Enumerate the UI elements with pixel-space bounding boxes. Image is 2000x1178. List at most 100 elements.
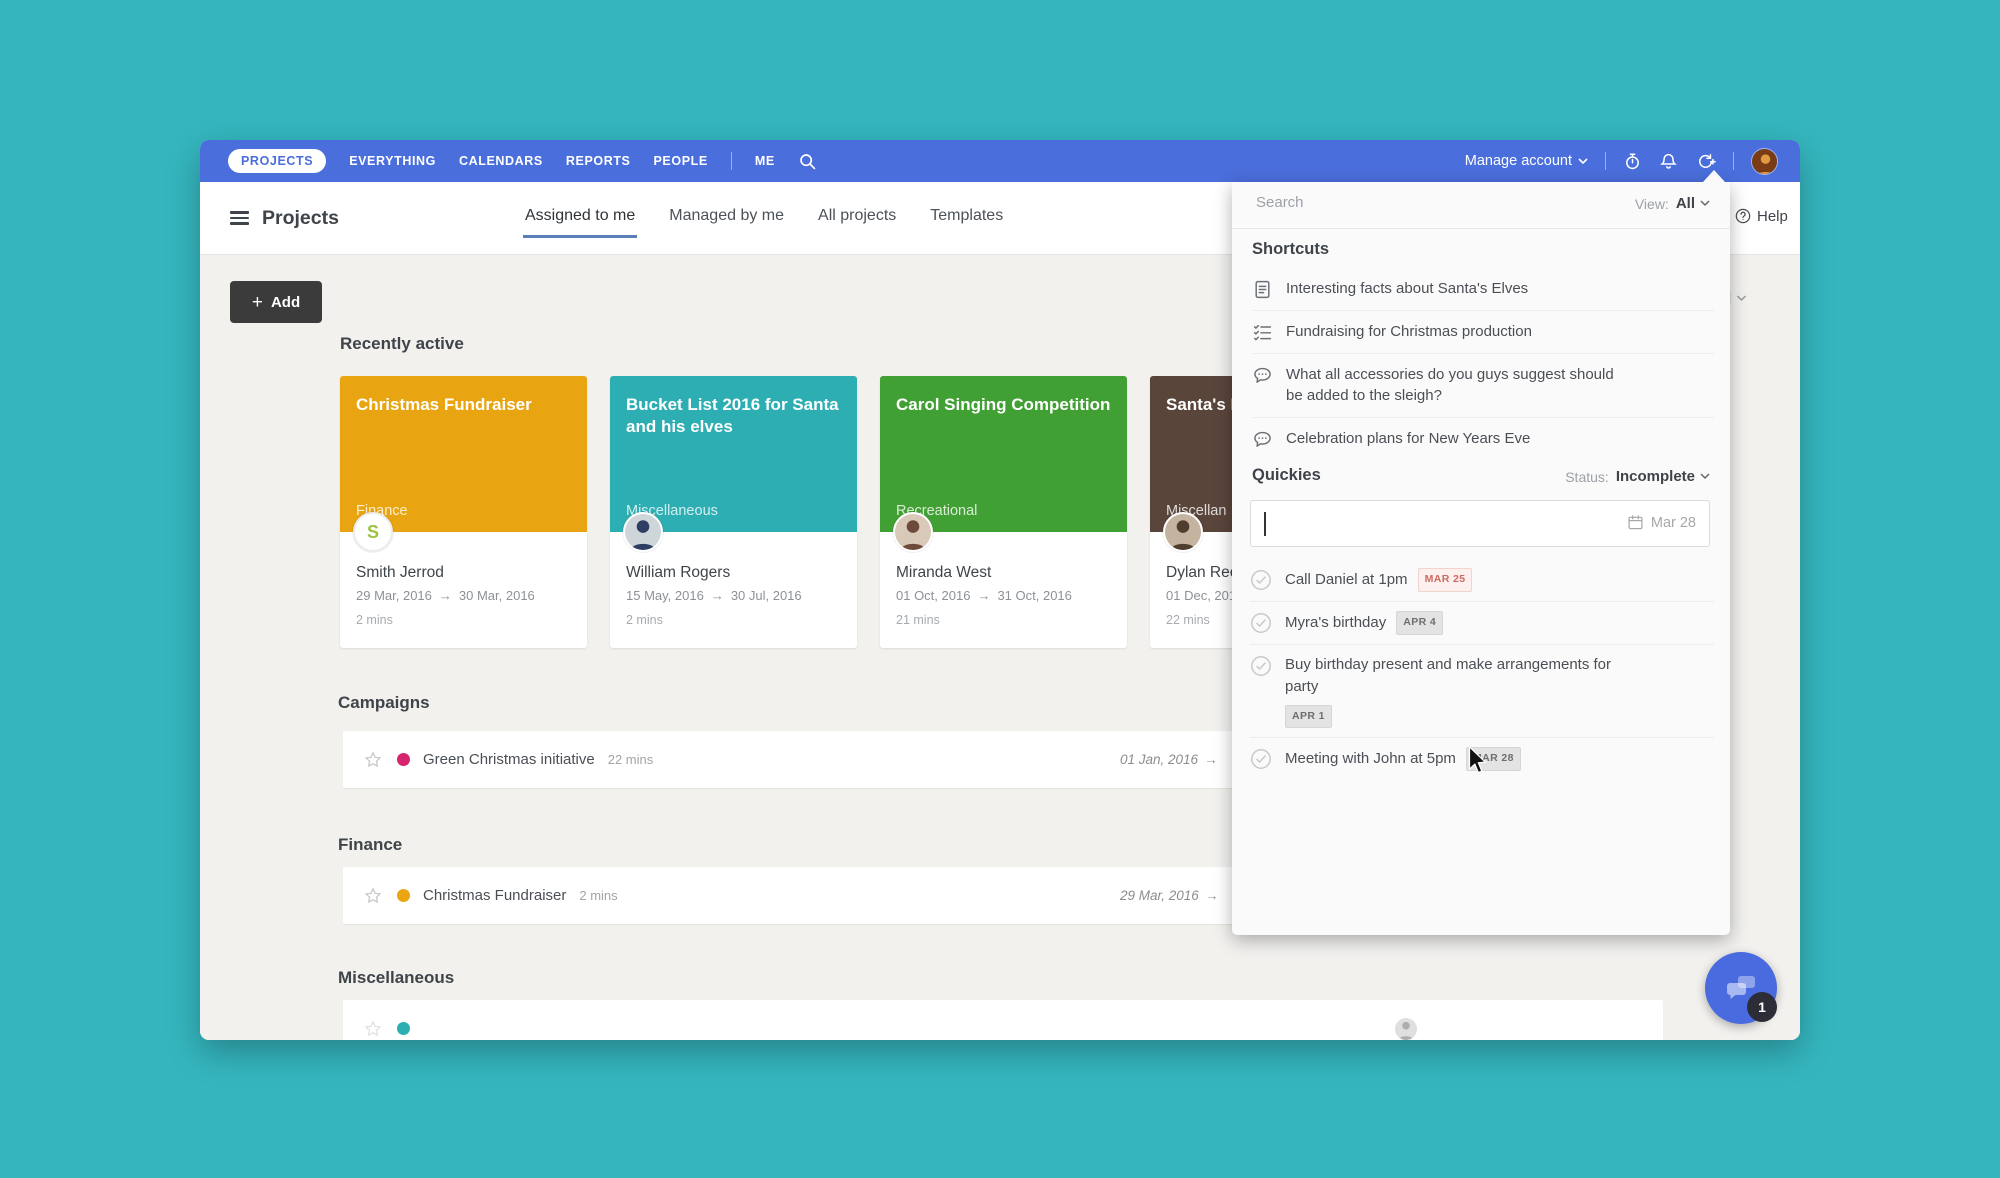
star-icon[interactable] — [363, 750, 383, 770]
chevron-down-icon — [1578, 157, 1588, 164]
quickie-text: Meeting with John at 5pm MAR 28 — [1285, 747, 1521, 771]
section-title-finance: Finance — [338, 835, 403, 854]
project-title: Christmas Fundraiser — [356, 395, 532, 414]
tab-managed-by-me[interactable]: Managed by me — [669, 207, 785, 224]
owner-name: William Rogers — [626, 564, 731, 581]
star-icon[interactable] — [363, 1019, 383, 1039]
shortcut-item[interactable]: What all accessories do you guys suggest… — [1252, 354, 1714, 418]
help-button[interactable]: Help — [1734, 207, 1788, 225]
card-color-header: Carol Singing Competition Recreational — [880, 376, 1127, 532]
view-dropdown[interactable]: All — [1676, 195, 1710, 212]
view-label: View: — [1634, 195, 1669, 212]
section-title-campaigns: Campaigns — [338, 693, 430, 712]
project-start-date: 01 Jan, 2016 → — [1120, 752, 1218, 767]
time-logged: 21 mins — [896, 613, 940, 627]
quickie-item[interactable]: Meeting with John at 5pm MAR 28 — [1250, 738, 1714, 780]
due-date-picker[interactable]: Mar 28 — [1627, 514, 1696, 531]
chat-unread-badge: 1 — [1747, 992, 1777, 1022]
page-title: Projects — [262, 207, 339, 229]
arrow-right-icon: → — [1204, 752, 1218, 767]
project-row-partial[interactable] — [343, 1000, 1663, 1040]
shortcut-label: What all accessories do you guys suggest… — [1286, 366, 1614, 405]
check-circle-icon[interactable] — [1250, 748, 1272, 770]
shortcuts-title: Shortcuts — [1252, 240, 1330, 258]
project-card-christmas-fundraiser[interactable]: Christmas Fundraiser Finance S Smith Jer… — [340, 376, 587, 648]
project-dates: 15 May, 2016 → 30 Jul, 2016 — [626, 588, 802, 603]
nav-item-reports[interactable]: REPORTS — [565, 154, 631, 168]
checklist-icon — [1252, 322, 1273, 343]
nav-account-area: Manage account — [1465, 140, 1778, 182]
shortcut-item[interactable]: Interesting facts about Santa's Elves — [1252, 268, 1714, 311]
document-icon — [1252, 279, 1273, 300]
notifications-bell-icon[interactable] — [1659, 152, 1678, 171]
nav-divider — [1605, 152, 1606, 170]
status-label: Status: — [1565, 468, 1609, 485]
nav-item-everything[interactable]: EVERYTHING — [349, 154, 436, 168]
quickie-item[interactable]: Myra's birthday APR 4 — [1250, 602, 1714, 645]
owner-name: Smith Jerrod — [356, 564, 444, 581]
quickies-title: Quickies — [1252, 466, 1321, 484]
owner-avatar[interactable] — [893, 512, 933, 552]
nav-item-me[interactable]: ME — [754, 154, 775, 168]
nav-item-calendars[interactable]: CALENDARS — [459, 154, 543, 168]
user-avatar[interactable] — [1751, 147, 1778, 175]
sidebar-toggle-icon[interactable] — [230, 211, 249, 228]
quickie-item[interactable]: Buy birthday present and make arrangemen… — [1250, 645, 1714, 739]
project-name[interactable]: Christmas Fundraiser — [423, 887, 567, 904]
status-filter: Status: Incomplete — [1565, 468, 1710, 485]
arrow-right-icon: → — [977, 588, 991, 603]
card-body: Smith Jerrod 29 Mar, 2016 → 30 Mar, 2016… — [340, 532, 587, 627]
star-icon[interactable] — [363, 886, 383, 906]
search-input[interactable] — [1254, 193, 1514, 212]
quickies-icon[interactable] — [1695, 152, 1716, 171]
chat-bubbles-icon — [1721, 968, 1761, 1008]
add-button[interactable]: + Add — [230, 281, 322, 323]
due-date-badge: MAR 28 — [1465, 747, 1521, 771]
time-tracking-icon[interactable] — [1623, 152, 1642, 171]
quickie-text: Buy birthday present and make arrangemen… — [1285, 654, 1630, 729]
shortcut-label: Interesting facts about Santa's Elves — [1286, 280, 1529, 297]
shortcut-item[interactable]: Celebration plans for New Years Eve — [1252, 418, 1714, 460]
projects-tabs: Assigned to me Managed by me All project… — [523, 182, 1005, 238]
chevron-down-icon — [1700, 473, 1710, 480]
arrow-right-icon: → — [1204, 888, 1219, 903]
project-card-carol-singing[interactable]: Carol Singing Competition Recreational M… — [880, 376, 1127, 648]
tab-all-projects[interactable]: All projects — [818, 207, 897, 224]
arrow-right-icon: → — [710, 588, 724, 603]
check-circle-icon[interactable] — [1250, 569, 1272, 591]
arrow-right-icon: → — [438, 588, 452, 603]
owner-avatar[interactable]: S — [353, 512, 393, 552]
quickie-item[interactable]: Call Daniel at 1pm MAR 25 — [1250, 559, 1714, 602]
calendar-icon — [1627, 514, 1644, 531]
manage-account-button[interactable]: Manage account — [1465, 153, 1588, 169]
check-circle-icon[interactable] — [1250, 655, 1272, 677]
shortcut-item[interactable]: Fundraising for Christmas production — [1252, 311, 1714, 354]
quickie-text: Myra's birthday APR 4 — [1285, 610, 1444, 635]
browser-window: PROJECTS EVERYTHING CALENDARS REPORTS PE… — [200, 140, 1800, 1040]
project-start-date: 29 Mar, 2016 → — [1120, 888, 1219, 903]
project-name[interactable]: Green Christmas initiative — [423, 751, 595, 768]
check-circle-icon[interactable] — [1250, 612, 1272, 634]
new-quickie-input-wrap: Mar 28 — [1250, 500, 1710, 547]
top-navbar: PROJECTS EVERYTHING CALENDARS REPORTS PE… — [200, 140, 1800, 182]
nav-item-people[interactable]: PEOPLE — [653, 154, 708, 168]
section-title-recently-active: Recently active — [340, 334, 464, 353]
tab-templates[interactable]: Templates — [930, 207, 1004, 224]
new-quickie-input[interactable] — [1264, 506, 1594, 541]
tab-assigned-to-me[interactable]: Assigned to me — [523, 182, 638, 238]
card-color-header: Bucket List 2016 for Santa and his elves… — [610, 376, 857, 532]
project-title: Carol Singing Competition — [896, 395, 1111, 414]
quickies-popover: View: All Shortcuts Interesting facts ab… — [1232, 182, 1730, 935]
project-card-bucket-list[interactable]: Bucket List 2016 for Santa and his elves… — [610, 376, 857, 648]
status-dropdown[interactable]: Incomplete — [1616, 468, 1710, 485]
owner-avatar[interactable] — [623, 512, 663, 552]
nav-item-projects[interactable]: PROJECTS — [228, 149, 327, 173]
quickie-text: Call Daniel at 1pm MAR 25 — [1285, 568, 1473, 592]
owner-avatar[interactable] — [1163, 512, 1203, 552]
card-body: Miranda West 01 Oct, 2016 → 31 Oct, 2016… — [880, 532, 1127, 627]
shortcuts-list: Interesting facts about Santa's Elves Fu… — [1252, 268, 1714, 460]
project-dates: 01 Dec, 201 — [1166, 588, 1237, 603]
search-icon[interactable] — [798, 152, 817, 171]
owner-name: Dylan Ree — [1166, 564, 1239, 581]
